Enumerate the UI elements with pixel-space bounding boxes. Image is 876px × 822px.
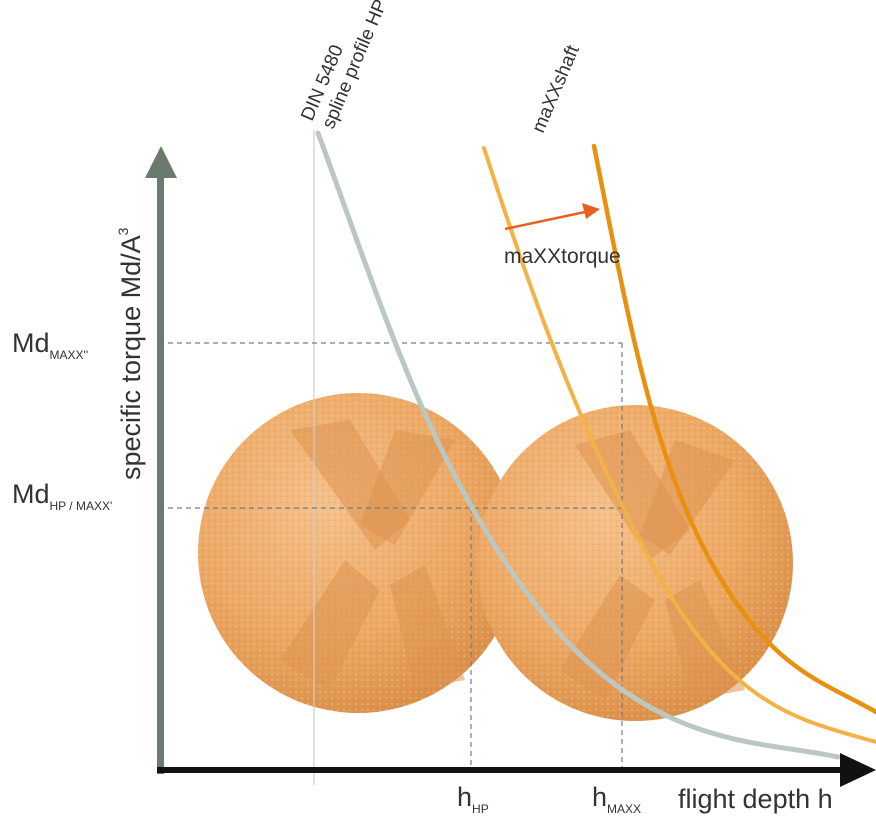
y-axis-title: specific torque Md/A3	[115, 227, 146, 480]
x-axis	[157, 753, 876, 787]
x-tick-h-maxx: hMAXX	[592, 782, 641, 816]
background-oranges	[198, 393, 793, 721]
y-axis	[145, 146, 177, 774]
x-tick-h-hp: hHP	[457, 782, 489, 816]
series-line-din5480	[315, 130, 841, 760]
shift-arrow	[504, 203, 600, 231]
y-tick-md-maxx: MdMAXX''	[12, 328, 88, 362]
series-line-maxxshaft-shifted	[591, 143, 876, 715]
y-tick-md-hp: MdHP / MAXX'	[12, 479, 112, 513]
orange-right	[477, 405, 793, 721]
series-line-maxxshaft	[482, 146, 876, 744]
series-label-maxxshaft: maXXshaft	[528, 42, 584, 136]
annotation-maxxtorque: maXXtorque	[504, 245, 621, 268]
orange-left	[198, 393, 518, 713]
x-axis-title: flight depth h	[678, 784, 833, 814]
